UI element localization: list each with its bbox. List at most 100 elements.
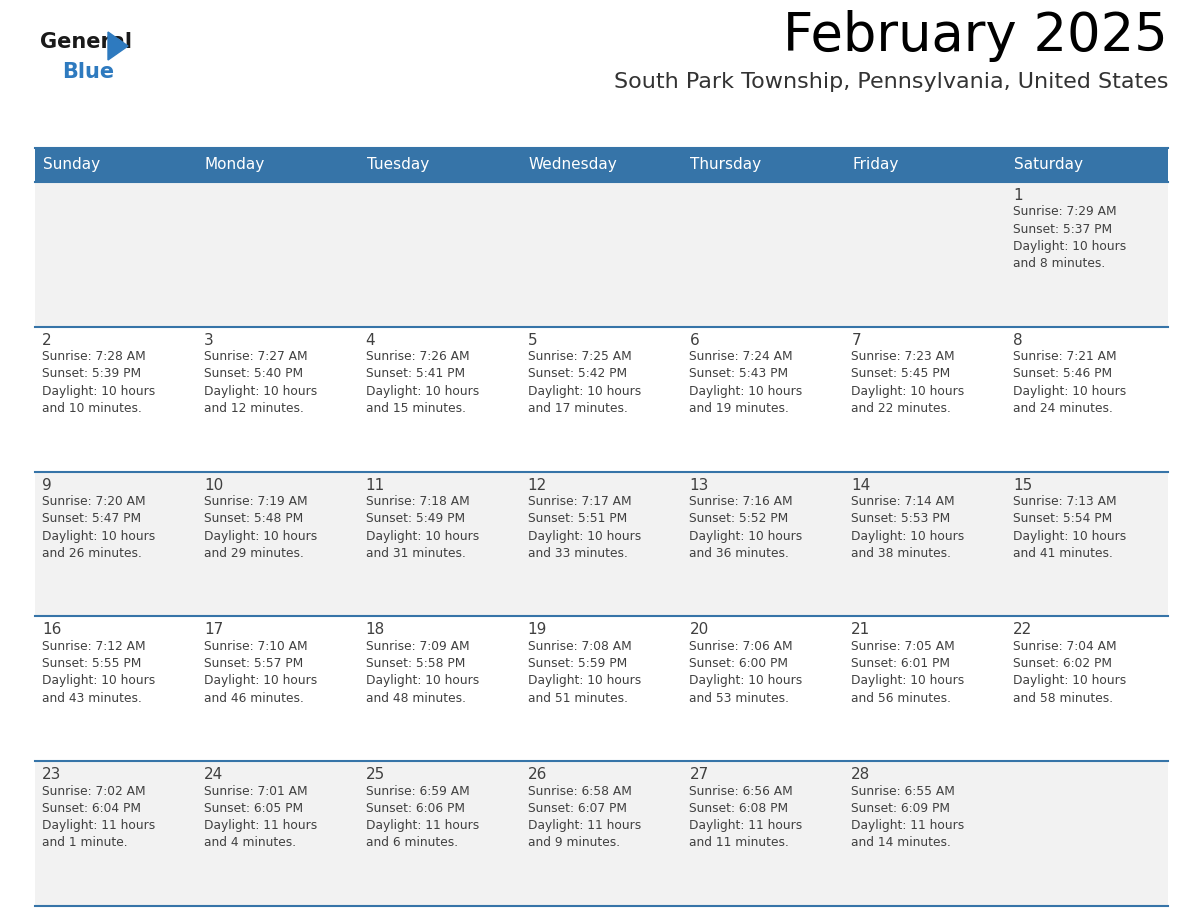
Text: Daylight: 11 hours: Daylight: 11 hours bbox=[527, 819, 640, 833]
Text: Daylight: 11 hours: Daylight: 11 hours bbox=[366, 819, 479, 833]
Text: Daylight: 10 hours: Daylight: 10 hours bbox=[1013, 385, 1126, 397]
Text: Sunset: 5:41 PM: Sunset: 5:41 PM bbox=[366, 367, 465, 380]
Bar bbox=[682, 148, 845, 182]
Text: Daylight: 10 hours: Daylight: 10 hours bbox=[42, 530, 156, 543]
Text: Sunrise: 7:21 AM: Sunrise: 7:21 AM bbox=[1013, 350, 1117, 364]
Bar bbox=[845, 148, 1006, 182]
Text: and 1 minute.: and 1 minute. bbox=[42, 836, 127, 849]
Bar bbox=[682, 327, 845, 472]
Text: 15: 15 bbox=[1013, 477, 1032, 493]
Bar bbox=[520, 327, 682, 472]
Text: Sunrise: 7:05 AM: Sunrise: 7:05 AM bbox=[852, 640, 955, 653]
Text: Daylight: 11 hours: Daylight: 11 hours bbox=[204, 819, 317, 833]
Text: Sunrise: 6:58 AM: Sunrise: 6:58 AM bbox=[527, 785, 632, 798]
Text: and 48 minutes.: and 48 minutes. bbox=[366, 691, 466, 705]
Bar bbox=[845, 182, 1006, 327]
Bar bbox=[197, 182, 359, 327]
Text: 27: 27 bbox=[689, 767, 709, 782]
Bar bbox=[520, 616, 682, 761]
Text: and 14 minutes.: and 14 minutes. bbox=[852, 836, 952, 849]
Text: and 53 minutes.: and 53 minutes. bbox=[689, 691, 790, 705]
Text: Daylight: 10 hours: Daylight: 10 hours bbox=[689, 530, 803, 543]
Text: Sunday: Sunday bbox=[43, 158, 100, 173]
Text: Sunset: 5:48 PM: Sunset: 5:48 PM bbox=[204, 512, 303, 525]
Text: Sunset: 5:45 PM: Sunset: 5:45 PM bbox=[852, 367, 950, 380]
Bar bbox=[359, 616, 520, 761]
Text: 9: 9 bbox=[42, 477, 52, 493]
Bar bbox=[682, 472, 845, 616]
Text: Daylight: 10 hours: Daylight: 10 hours bbox=[366, 530, 479, 543]
Text: Sunrise: 6:59 AM: Sunrise: 6:59 AM bbox=[366, 785, 469, 798]
Bar bbox=[34, 327, 197, 472]
Text: Sunset: 5:55 PM: Sunset: 5:55 PM bbox=[42, 657, 141, 670]
Bar bbox=[1006, 472, 1168, 616]
Text: Sunset: 5:52 PM: Sunset: 5:52 PM bbox=[689, 512, 789, 525]
Text: Tuesday: Tuesday bbox=[367, 158, 429, 173]
Text: Sunset: 5:47 PM: Sunset: 5:47 PM bbox=[42, 512, 141, 525]
Text: Daylight: 10 hours: Daylight: 10 hours bbox=[527, 385, 640, 397]
Text: and 8 minutes.: and 8 minutes. bbox=[1013, 257, 1105, 270]
Text: Sunset: 6:06 PM: Sunset: 6:06 PM bbox=[366, 801, 465, 815]
Text: South Park Township, Pennsylvania, United States: South Park Township, Pennsylvania, Unite… bbox=[613, 72, 1168, 92]
Text: Sunrise: 7:23 AM: Sunrise: 7:23 AM bbox=[852, 350, 955, 364]
Text: Sunset: 5:49 PM: Sunset: 5:49 PM bbox=[366, 512, 465, 525]
Text: Sunrise: 7:08 AM: Sunrise: 7:08 AM bbox=[527, 640, 631, 653]
Text: 23: 23 bbox=[42, 767, 62, 782]
Text: Sunrise: 7:28 AM: Sunrise: 7:28 AM bbox=[42, 350, 146, 364]
Text: Blue: Blue bbox=[62, 62, 114, 82]
Text: Sunset: 5:39 PM: Sunset: 5:39 PM bbox=[42, 367, 141, 380]
Bar bbox=[359, 472, 520, 616]
Text: Sunset: 5:42 PM: Sunset: 5:42 PM bbox=[527, 367, 627, 380]
Bar bbox=[1006, 761, 1168, 906]
Text: 4: 4 bbox=[366, 333, 375, 348]
Text: Daylight: 10 hours: Daylight: 10 hours bbox=[689, 385, 803, 397]
Text: 10: 10 bbox=[204, 477, 223, 493]
Text: 6: 6 bbox=[689, 333, 700, 348]
Text: and 10 minutes.: and 10 minutes. bbox=[42, 402, 141, 415]
Text: Daylight: 10 hours: Daylight: 10 hours bbox=[204, 675, 317, 688]
Text: Sunset: 5:54 PM: Sunset: 5:54 PM bbox=[1013, 512, 1112, 525]
Text: and 24 minutes.: and 24 minutes. bbox=[1013, 402, 1113, 415]
Text: Daylight: 10 hours: Daylight: 10 hours bbox=[852, 675, 965, 688]
Text: 28: 28 bbox=[852, 767, 871, 782]
Text: Sunrise: 7:13 AM: Sunrise: 7:13 AM bbox=[1013, 495, 1117, 508]
Text: Sunrise: 7:18 AM: Sunrise: 7:18 AM bbox=[366, 495, 469, 508]
Bar bbox=[359, 148, 520, 182]
Text: Sunset: 6:02 PM: Sunset: 6:02 PM bbox=[1013, 657, 1112, 670]
Text: Sunrise: 7:01 AM: Sunrise: 7:01 AM bbox=[204, 785, 308, 798]
Text: and 46 minutes.: and 46 minutes. bbox=[204, 691, 304, 705]
Text: and 26 minutes.: and 26 minutes. bbox=[42, 547, 141, 560]
Text: Daylight: 10 hours: Daylight: 10 hours bbox=[852, 385, 965, 397]
Bar bbox=[359, 327, 520, 472]
Text: and 4 minutes.: and 4 minutes. bbox=[204, 836, 296, 849]
Text: and 41 minutes.: and 41 minutes. bbox=[1013, 547, 1113, 560]
Text: Friday: Friday bbox=[852, 158, 898, 173]
Text: Sunset: 5:40 PM: Sunset: 5:40 PM bbox=[204, 367, 303, 380]
Text: Sunset: 6:09 PM: Sunset: 6:09 PM bbox=[852, 801, 950, 815]
Text: and 51 minutes.: and 51 minutes. bbox=[527, 691, 627, 705]
Text: 18: 18 bbox=[366, 622, 385, 637]
Text: Sunrise: 7:10 AM: Sunrise: 7:10 AM bbox=[204, 640, 308, 653]
Text: Daylight: 10 hours: Daylight: 10 hours bbox=[204, 530, 317, 543]
Text: and 9 minutes.: and 9 minutes. bbox=[527, 836, 620, 849]
Text: Monday: Monday bbox=[204, 158, 265, 173]
Text: 14: 14 bbox=[852, 477, 871, 493]
Bar bbox=[682, 761, 845, 906]
Text: Daylight: 11 hours: Daylight: 11 hours bbox=[42, 819, 156, 833]
Text: Daylight: 10 hours: Daylight: 10 hours bbox=[204, 385, 317, 397]
Text: 7: 7 bbox=[852, 333, 861, 348]
Text: and 19 minutes.: and 19 minutes. bbox=[689, 402, 789, 415]
Text: Sunset: 5:51 PM: Sunset: 5:51 PM bbox=[527, 512, 627, 525]
Text: and 17 minutes.: and 17 minutes. bbox=[527, 402, 627, 415]
Text: Daylight: 10 hours: Daylight: 10 hours bbox=[852, 530, 965, 543]
Text: Sunrise: 7:27 AM: Sunrise: 7:27 AM bbox=[204, 350, 308, 364]
Text: Sunrise: 6:55 AM: Sunrise: 6:55 AM bbox=[852, 785, 955, 798]
Text: and 36 minutes.: and 36 minutes. bbox=[689, 547, 789, 560]
Text: Sunrise: 7:24 AM: Sunrise: 7:24 AM bbox=[689, 350, 794, 364]
Bar bbox=[845, 472, 1006, 616]
Text: 25: 25 bbox=[366, 767, 385, 782]
Text: Sunset: 6:00 PM: Sunset: 6:00 PM bbox=[689, 657, 789, 670]
Text: 24: 24 bbox=[204, 767, 223, 782]
Bar bbox=[34, 148, 197, 182]
Text: Thursday: Thursday bbox=[690, 158, 762, 173]
